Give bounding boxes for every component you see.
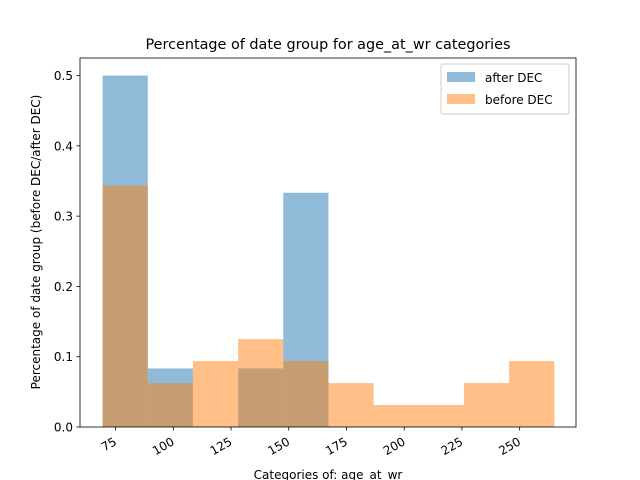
y-tick-label: 0.3: [54, 210, 73, 224]
plot-frame: [79, 57, 577, 428]
y-tick-label: 0.2: [54, 280, 73, 294]
legend-swatch-before-dec: [447, 94, 475, 104]
legend: after DEC before DEC: [440, 63, 570, 115]
bar-before-dec-7: [373, 405, 419, 427]
y-tick-label: 0.5: [54, 69, 73, 83]
bar-before-dec-2: [147, 383, 193, 427]
legend-label-before-dec: before DEC: [485, 93, 553, 107]
y-tick-label: 0.0: [54, 421, 73, 435]
bar-before-dec-8: [418, 405, 464, 427]
y-axis-label: Percentage of date group (before DEC/aft…: [29, 95, 43, 390]
x-axis-label: Categories of: age_at_wr: [254, 468, 403, 480]
bar-before-dec-5: [283, 361, 329, 427]
legend-swatch-after-dec: [447, 72, 475, 82]
y-tick-label: 0.4: [54, 139, 73, 153]
bar-before-dec-10: [509, 361, 555, 427]
bar-before-dec-6: [328, 383, 374, 427]
bar-before-dec-9: [463, 383, 510, 427]
bar-before-dec-4: [238, 339, 284, 427]
bars-layer: [102, 75, 555, 428]
bar-before-dec-3: [192, 361, 239, 427]
x-tick-label: 75: [99, 434, 119, 454]
chart-title: Percentage of date group for age_at_wr c…: [145, 37, 510, 53]
bar-before-dec-1: [102, 185, 148, 427]
y-tick-label: 0.1: [54, 350, 73, 364]
legend-label-after-dec: after DEC: [485, 71, 542, 85]
